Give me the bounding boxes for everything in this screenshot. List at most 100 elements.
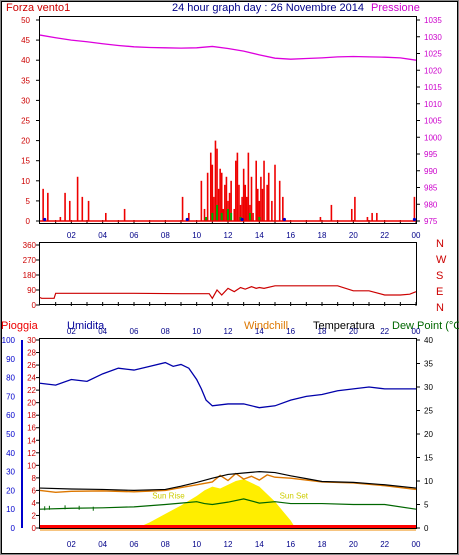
wind-speed-marker (412, 217, 417, 222)
humidity-hour-label: 06 (130, 540, 139, 549)
pressure-tick-label: 1025 (424, 50, 442, 59)
temperature-tick-label: 30 (424, 383, 433, 392)
wind-tick-label: 30 (21, 96, 30, 105)
temperature-tick-label: 10 (424, 477, 433, 486)
temperature-line (39, 470, 417, 492)
humidity-tick-label: 80 (6, 374, 15, 383)
direction-tick-label: 180 (23, 271, 37, 280)
wind-hour-label: 04 (98, 231, 107, 240)
humidity-hour-label: 16 (286, 540, 295, 549)
wind-tick-label: 15 (21, 157, 30, 166)
rain-tick-label: 24 (27, 374, 36, 383)
wind-axis-label: Forza vento1 (6, 2, 70, 14)
rain-tick-label: 6 (32, 486, 37, 495)
humidity-tick-label: 20 (6, 486, 15, 495)
humidity-tick-label: 50 (6, 430, 15, 439)
rain-tick-label: 12 (27, 449, 36, 458)
pressure-tick-label: 995 (424, 150, 438, 159)
wind-hour-label: 12 (224, 231, 233, 240)
wind-direction-panel (39, 242, 417, 305)
wind-tick-label: 50 (21, 16, 30, 25)
humidity-hour-label: 08 (161, 540, 170, 549)
humidity-hour-label: 00 (412, 540, 421, 549)
pressure-tick-label: 975 (424, 217, 438, 226)
windchill-legend: Windchill (244, 320, 288, 332)
temperature-tick-label: 0 (424, 524, 429, 533)
humidity-tick-label: 100 (2, 336, 16, 345)
humidity-tick-label: 10 (6, 505, 15, 514)
temperature-tick-label: 25 (424, 407, 433, 416)
humidity-tick-label: 90 (6, 355, 15, 364)
pressure-axis-label: Pressione (371, 2, 420, 14)
direction-hour-label: 12 (224, 327, 233, 336)
wind-speed-marker (282, 217, 286, 222)
wind-tick-label: 10 (21, 177, 30, 186)
pressure-tick-label: 1015 (424, 83, 442, 92)
rain-tick-label: 10 (27, 461, 36, 470)
sun-rise-label: Sun Rise (152, 491, 185, 500)
temperature-tick-label: 20 (424, 430, 433, 439)
wind-hour-label: 20 (349, 231, 358, 240)
sun-set-label: Sun Set (280, 491, 309, 500)
temperature-legend: Temperatura (313, 320, 376, 332)
direction-hour-label: 06 (130, 327, 139, 336)
direction-hour-label: 20 (349, 327, 358, 336)
pressure-tick-label: 1020 (424, 66, 442, 75)
rain-tick-label: 30 (27, 336, 36, 345)
pressure-line (39, 34, 417, 61)
direction-compass-label: N (436, 238, 444, 250)
humidity-tick-label: 60 (6, 411, 15, 420)
humidity-hour-label: 22 (380, 540, 389, 549)
pressure-tick-label: 990 (424, 167, 438, 176)
pressure-tick-label: 1005 (424, 117, 442, 126)
pressure-tick-label: 1000 (424, 133, 442, 142)
wind-hour-label: 10 (192, 231, 201, 240)
direction-tick-label: 360 (23, 241, 37, 250)
pressure-tick-label: 980 (424, 200, 438, 209)
direction-compass-label: W (436, 254, 447, 266)
wind-pressure-panel (39, 16, 417, 224)
pressure-tick-label: 1010 (424, 100, 442, 109)
rain-tick-label: 16 (27, 424, 36, 433)
wind-hour-label: 08 (161, 231, 170, 240)
wind-hour-label: 18 (318, 231, 327, 240)
humidity-hour-label: 04 (98, 540, 107, 549)
rain-tick-label: 2 (32, 511, 37, 520)
wind-tick-label: 40 (21, 56, 30, 65)
direction-compass-label: N (436, 302, 444, 314)
rain-tick-label: 20 (27, 399, 36, 408)
direction-hour-label: 14 (255, 327, 264, 336)
pressure-tick-label: 1030 (424, 33, 442, 42)
humidity-hour-label: 02 (67, 540, 76, 549)
rain-axis-label: Pioggia (1, 320, 39, 332)
humidity-tick-label: 40 (6, 449, 15, 458)
direction-hour-label: 00 (412, 327, 421, 336)
rain-tick-label: 0 (32, 524, 37, 533)
wind-hour-label: 00 (412, 231, 421, 240)
direction-hour-label: 16 (286, 327, 295, 336)
wind-hour-label: 22 (380, 231, 389, 240)
direction-tick-label: 90 (27, 286, 36, 295)
rain-tick-label: 26 (27, 361, 36, 370)
humidity-hour-label: 14 (255, 540, 264, 549)
wind-tick-label: 35 (21, 76, 30, 85)
humidity-tick-label: 0 (11, 524, 16, 533)
direction-hour-label: 22 (380, 327, 389, 336)
rain-tick-label: 28 (27, 349, 36, 358)
wind-tick-label: 5 (26, 197, 31, 206)
wind-hour-label: 06 (130, 231, 139, 240)
wind-tick-label: 25 (21, 117, 30, 126)
wind-speed-marker (43, 217, 47, 222)
wind-tick-label: 45 (21, 36, 30, 45)
wind-hour-label: 02 (67, 231, 76, 240)
humidity-legend: Umidita (67, 320, 105, 332)
humidity-hour-label: 20 (349, 540, 358, 549)
wind-tick-label: 20 (21, 137, 30, 146)
dewpoint-line (39, 498, 417, 510)
direction-hour-label: 08 (161, 327, 170, 336)
temperature-tick-label: 15 (424, 454, 433, 463)
humidity-hour-label: 12 (224, 540, 233, 549)
